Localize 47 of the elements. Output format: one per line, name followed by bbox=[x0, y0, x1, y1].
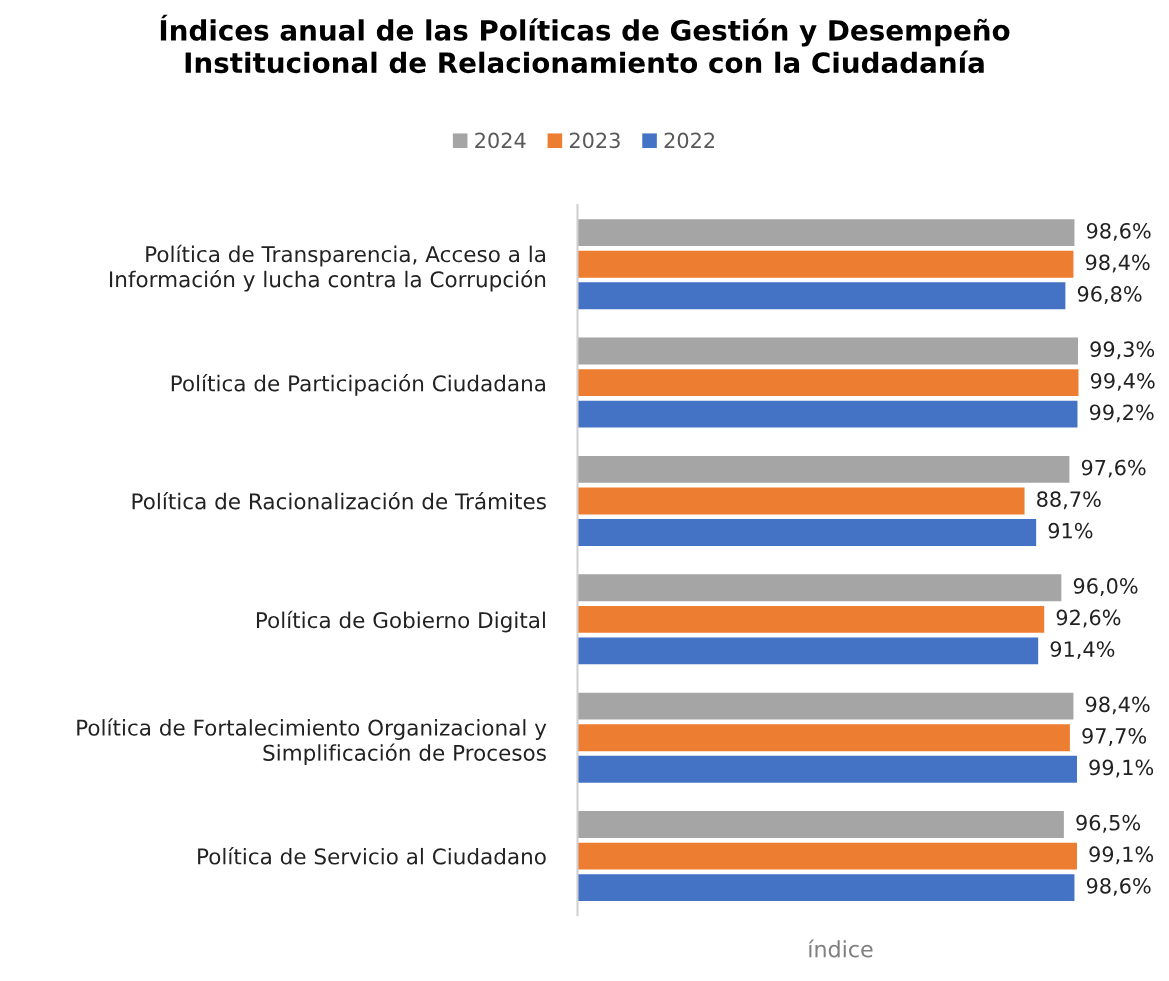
data-label: 98,6% bbox=[1086, 877, 1151, 896]
data-label: 92,6% bbox=[1056, 609, 1121, 628]
data-label: 99,1% bbox=[1089, 759, 1154, 778]
data-label: 99,4% bbox=[1090, 372, 1155, 391]
bar bbox=[577, 692, 1074, 720]
data-label: 98,4% bbox=[1085, 254, 1150, 273]
data-label: 96,8% bbox=[1077, 286, 1142, 304]
data-label: 99,3% bbox=[1090, 341, 1155, 360]
y-tick-label: Política de Participación Ciudadana bbox=[171, 373, 545, 396]
bar bbox=[577, 519, 1037, 546]
data-label: 96,0% bbox=[1073, 578, 1138, 596]
bar bbox=[577, 637, 1039, 665]
data-label: 99,2% bbox=[1089, 404, 1154, 423]
data-label: 96,5% bbox=[1076, 814, 1141, 833]
bar bbox=[577, 724, 1070, 752]
data-label: 91% bbox=[1048, 522, 1093, 539]
legend-label: 2023 bbox=[569, 132, 620, 149]
data-label: 99,1% bbox=[1089, 846, 1154, 865]
chart-title: Índices anual de las Políticas de Gestión y Desempeño Institucional de Relacionamiento con la Ciudadanía bbox=[160, 14, 1010, 74]
bar bbox=[577, 755, 1077, 783]
bar bbox=[577, 282, 1066, 310]
bar bbox=[577, 874, 1075, 902]
data-label: 98,4% bbox=[1085, 696, 1150, 715]
data-label: 97,7% bbox=[1082, 728, 1147, 746]
data-label: 98,6% bbox=[1086, 222, 1151, 241]
bar bbox=[577, 250, 1074, 278]
bar bbox=[577, 219, 1075, 247]
bar bbox=[577, 574, 1062, 602]
bar bbox=[577, 487, 1025, 515]
bar bbox=[577, 811, 1064, 838]
bar bbox=[577, 455, 1070, 483]
bar bbox=[577, 605, 1045, 633]
legend-label: 2022 bbox=[664, 132, 715, 149]
data-label: 97,6% bbox=[1081, 459, 1146, 478]
data-label: 91,4% bbox=[1050, 641, 1115, 660]
y-tick-label: Política de Racionalización de Trámites bbox=[132, 491, 546, 510]
bar bbox=[577, 337, 1078, 365]
legend-label: 2024 bbox=[475, 132, 526, 149]
data-label: 88,7% bbox=[1037, 491, 1101, 510]
x-axis-title: índice bbox=[808, 939, 873, 958]
y-tick-label: Política de Fortalecimiento Organizacional y Simplificación de Procesos bbox=[77, 718, 547, 766]
y-tick-label: Política de Transparencia, Acceso a la Información y lucha contra la Corrupción bbox=[110, 244, 546, 292]
y-tick-label: Política de Servicio al Ciudadano bbox=[198, 847, 546, 865]
bar bbox=[577, 400, 1078, 428]
bar bbox=[577, 842, 1077, 870]
y-tick-label: Política de Gobierno Digital bbox=[256, 610, 545, 633]
bar bbox=[577, 369, 1079, 397]
